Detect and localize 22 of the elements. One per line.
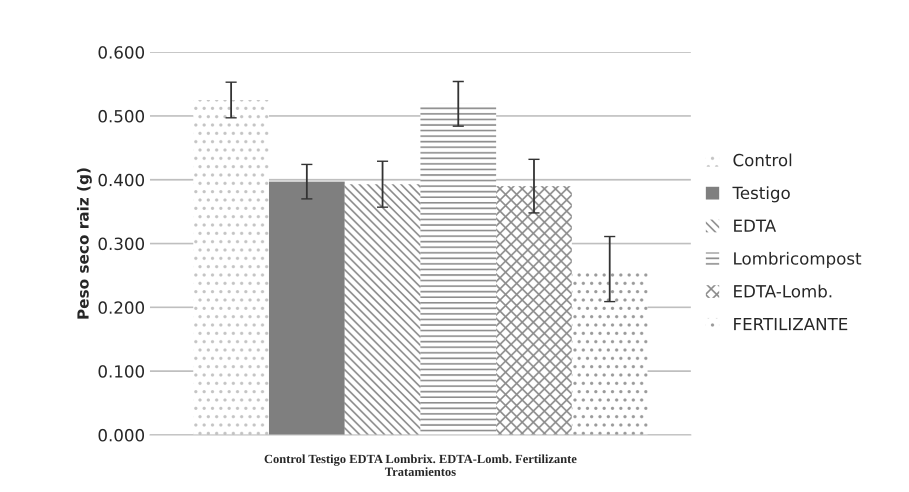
y-tick-label: 0.500 — [98, 110, 144, 123]
y-tick-label: 0.600 — [98, 46, 144, 59]
bar — [268, 182, 345, 435]
y-tick-label: 0.400 — [98, 174, 144, 186]
legend-label: FERTILIZANTE — [734, 318, 848, 330]
bar — [193, 100, 269, 435]
y-tick-label: 0.000 — [98, 428, 144, 442]
y-tick-label: 0.200 — [98, 301, 144, 314]
legend-label: EDTA-Lomb. — [734, 284, 832, 298]
bar — [496, 186, 572, 435]
y-tick-label: 0.300 — [98, 238, 144, 250]
bar — [420, 104, 496, 435]
bar — [344, 184, 420, 435]
y-tick-label: 0.100 — [98, 365, 144, 378]
y-axis-title: Peso seco raiz (g) — [76, 168, 92, 319]
legend-label: Control — [733, 153, 792, 166]
bar — [572, 269, 648, 435]
x-tick-label: Control Testigo EDTA Lombrix. EDTA-Lomb. Fertilizante — [264, 454, 577, 466]
x-axis-title: Tratamientos — [384, 467, 456, 476]
legend-label: Lombricompost — [734, 252, 862, 268]
legend-label: EDTA — [734, 220, 776, 232]
legend-label: Testigo — [732, 186, 790, 202]
